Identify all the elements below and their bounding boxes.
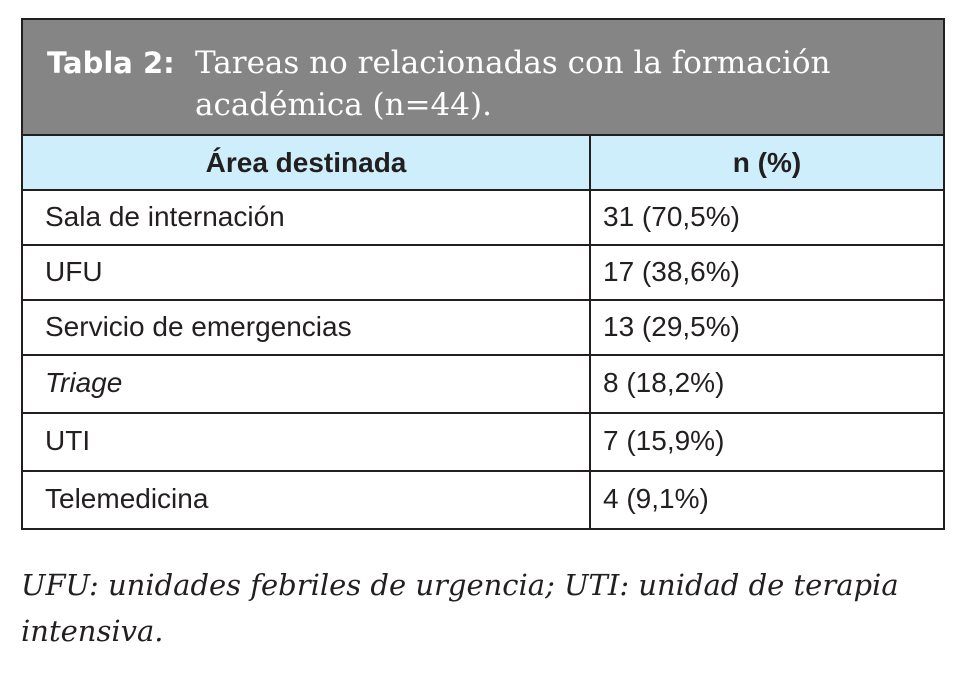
table-row: UTI 7 (15,9%) (21, 412, 946, 472)
column-header-area: Área destinada (21, 134, 591, 191)
table-row: Telemedicina 4 (9,1%) (21, 470, 946, 530)
cell-area: Sala de internación (21, 189, 591, 246)
cell-area: Triage (21, 354, 591, 414)
column-header-n-percent: n (%) (588, 134, 946, 191)
cell-value: 4 (9,1%) (588, 470, 946, 530)
cell-area: Telemedicina (21, 470, 591, 530)
table-label: Tabla 2: (47, 46, 175, 80)
footnote-line-1: UFU: unidades febriles de urgencia; UTI:… (21, 568, 899, 602)
cell-area: Servicio de emergencias (21, 299, 591, 356)
cell-value: 13 (29,5%) (588, 299, 946, 356)
cell-value: 31 (70,5%) (588, 189, 946, 246)
table-footnote: UFU: unidades febriles de urgencia; UTI:… (21, 562, 941, 654)
cell-value: 7 (15,9%) (588, 412, 946, 472)
table-title-line-1: Tareas no relacionadas con la formación (195, 45, 831, 81)
table-title: Tabla 2: Tareas no relacionadas con la fo… (20, 18, 946, 136)
table-row: Triage 8 (18,2%) (21, 354, 946, 414)
table-title-line-2: académica (n=44). (195, 87, 492, 123)
table-row: Servicio de emergencias 13 (29,5%) (21, 299, 946, 356)
table-header-row: Área destinada n (%) (21, 134, 946, 191)
data-table: Tabla 2: Tareas no relacionadas con la fo… (20, 18, 946, 530)
table-title-row: Tabla 2: Tareas no relacionadas con la fo… (20, 18, 946, 136)
cell-value: 17 (38,6%) (588, 244, 946, 301)
table-row: UFU 17 (38,6%) (21, 244, 946, 301)
table-row: Sala de internación 31 (70,5%) (21, 189, 946, 246)
cell-area: UFU (21, 244, 591, 301)
cell-area: UTI (21, 412, 591, 472)
data-table-container: Tabla 2: Tareas no relacionadas con la fo… (20, 18, 946, 530)
cell-value: 8 (18,2%) (588, 354, 946, 414)
footnote-line-2: intensiva. (21, 614, 164, 648)
